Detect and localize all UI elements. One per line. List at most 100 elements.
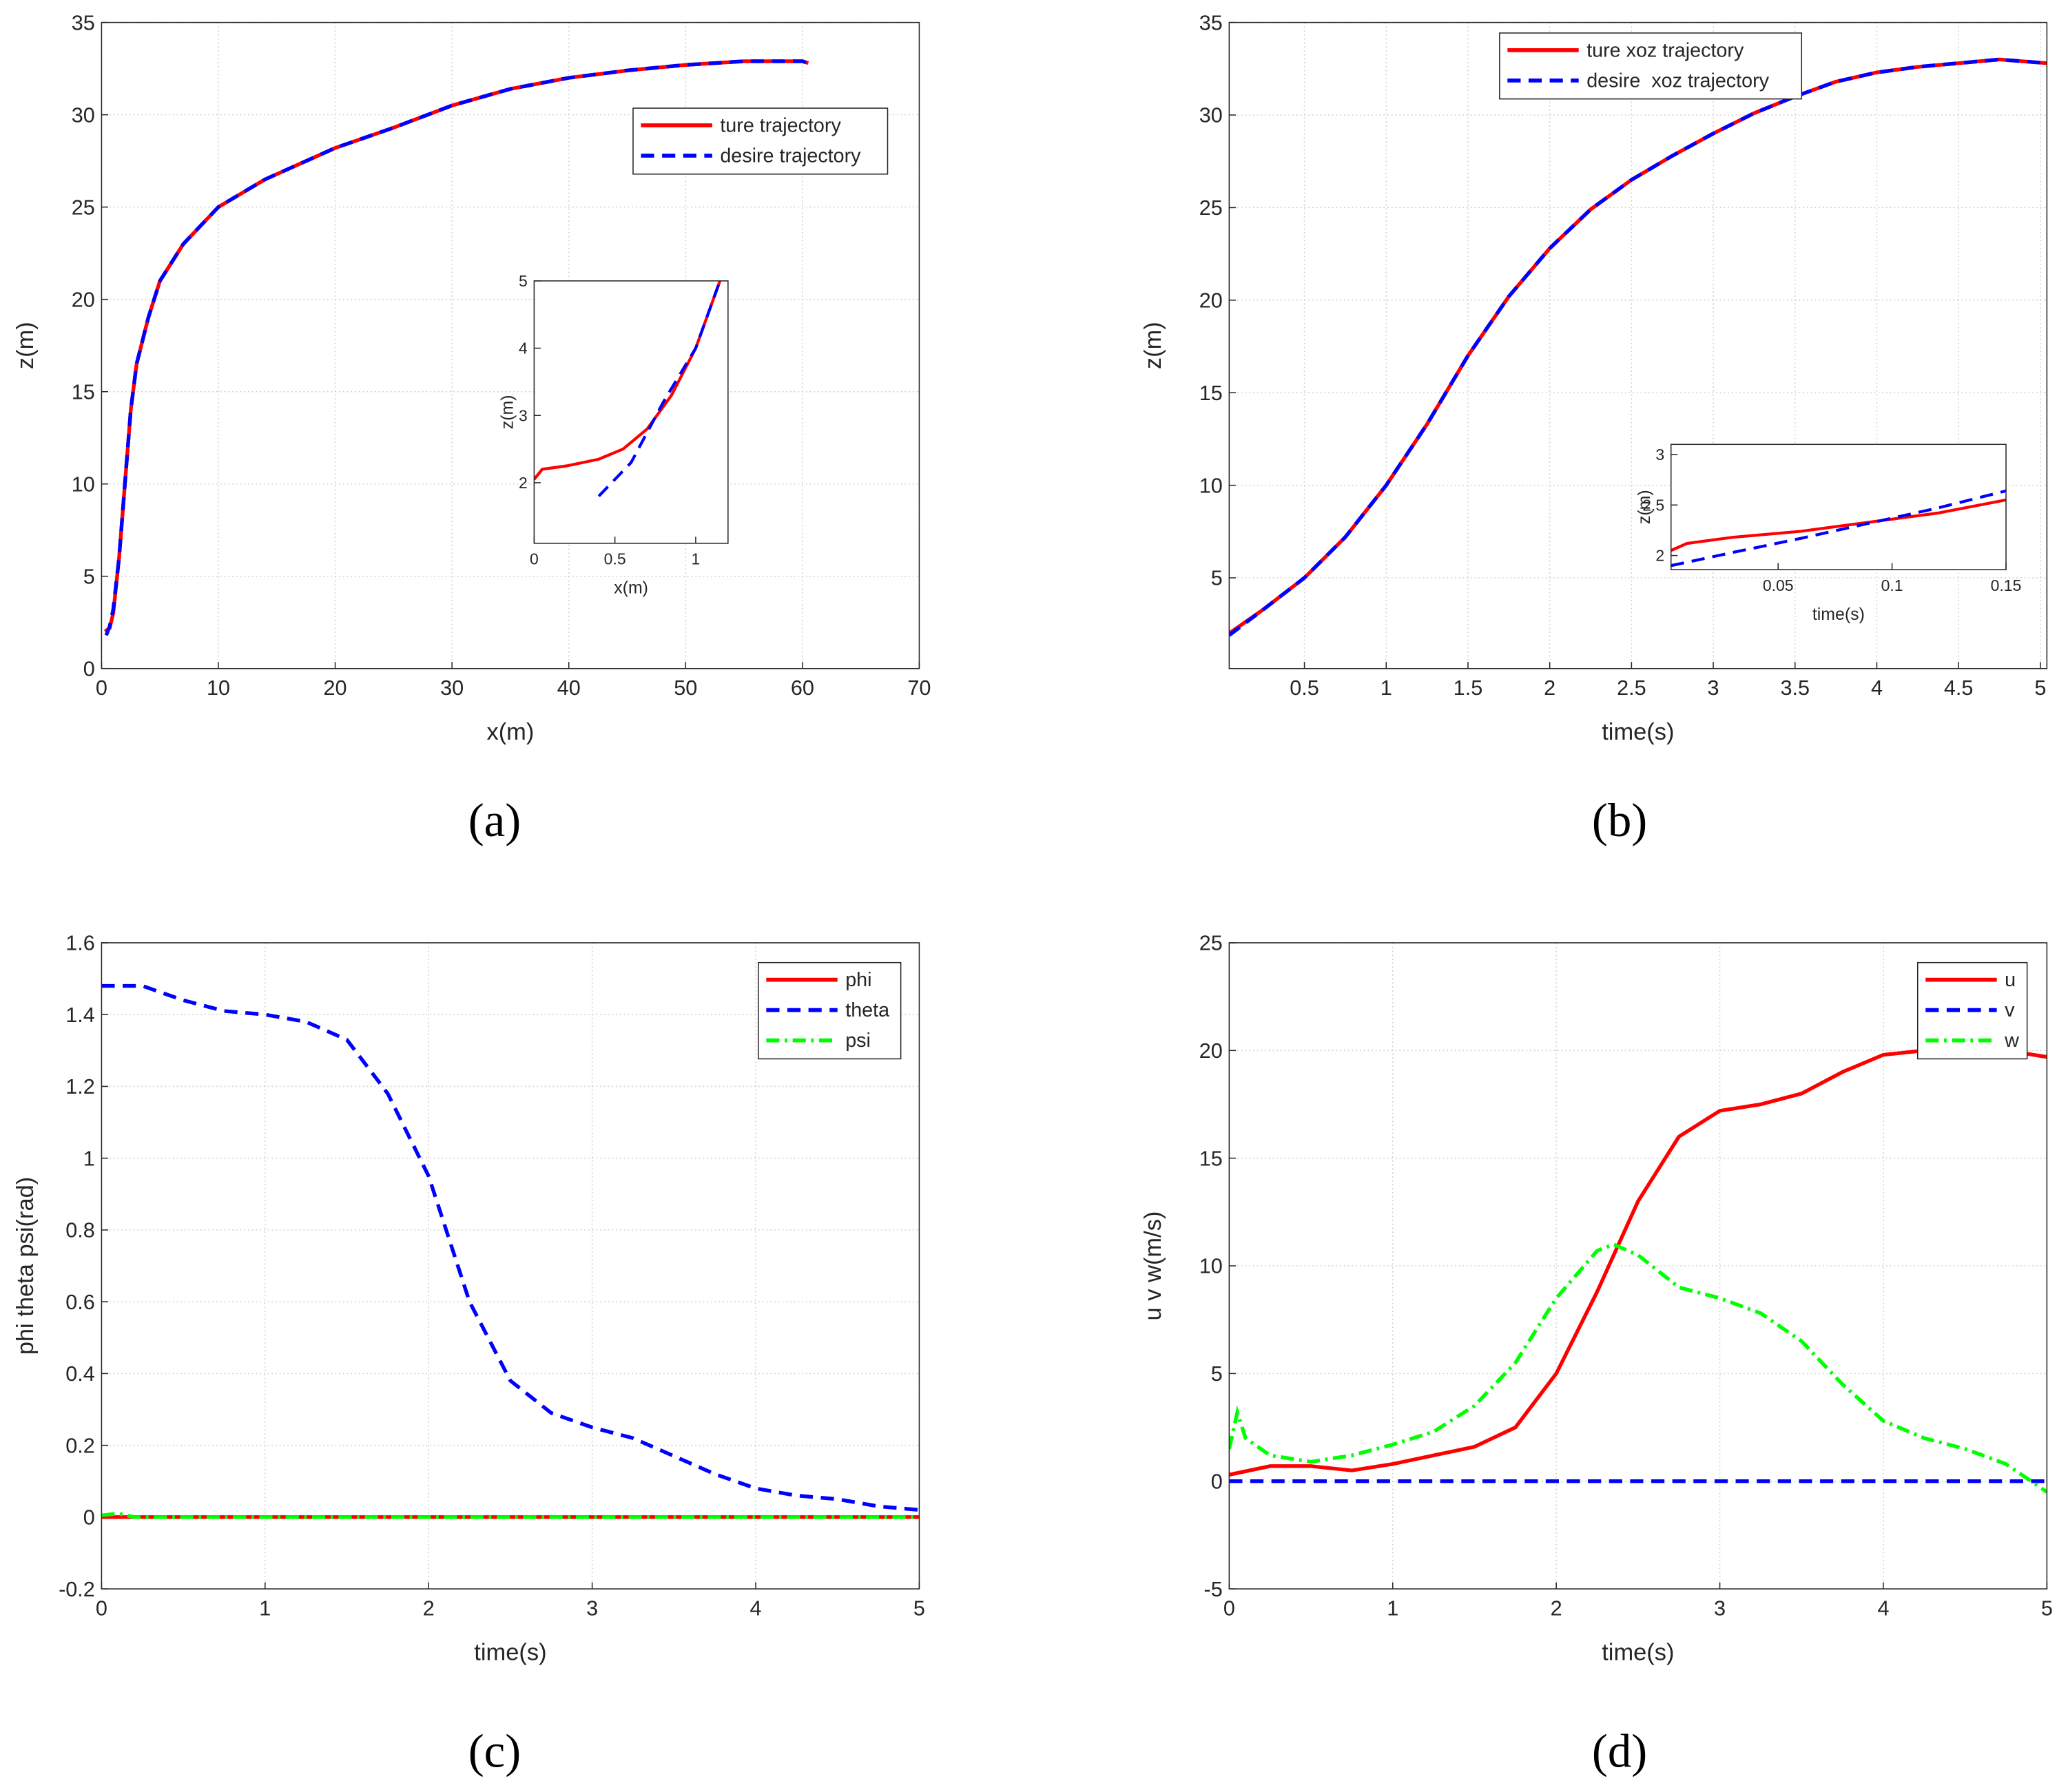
- series-line: [1229, 1048, 2047, 1477]
- x-tick-label: 40: [557, 676, 581, 700]
- x-tick-label: 4: [1871, 676, 1883, 700]
- x-tick-label: 0: [96, 1596, 107, 1620]
- y-tick-label: 0: [1211, 1470, 1223, 1493]
- y-tick-label: 5: [1211, 567, 1223, 590]
- y-tick-label: 20: [1199, 1039, 1223, 1063]
- legend-label: desire trajectory: [720, 145, 861, 167]
- y-tick-label: 1.6: [65, 932, 95, 955]
- y-tick-label: -5: [1204, 1578, 1223, 1601]
- series-line: [1671, 498, 2007, 552]
- axes-frame: [101, 942, 920, 1590]
- x-axis-label: time(s): [1602, 719, 1674, 745]
- y-axis-label: z(m): [12, 322, 39, 369]
- y-tick-label: 20: [1199, 289, 1223, 313]
- x-tick-label: 10: [207, 676, 230, 700]
- legend-label: v: [2005, 999, 2015, 1021]
- series-line: [1229, 1242, 2047, 1494]
- y-tick-label: 10: [1199, 474, 1223, 497]
- y-tick-label: 15: [1199, 1147, 1223, 1170]
- x-tick-label: 4: [750, 1596, 762, 1620]
- x-tick-label: 2: [423, 1596, 435, 1620]
- axes-frame: [101, 21, 920, 669]
- x-tick-label: 0.15: [1991, 576, 2022, 594]
- y-tick-label: 0: [83, 1506, 95, 1530]
- y-tick-label: 30: [72, 103, 95, 127]
- axes-frame: [1228, 21, 2048, 669]
- x-tick-label: 5: [2034, 676, 2046, 700]
- y-tick-label: 1: [83, 1147, 95, 1170]
- y-axis-label: u v w(m/s): [1140, 1211, 1166, 1321]
- legend: ture trajectory desire trajectory: [632, 107, 889, 175]
- y-tick-label: 25: [1199, 196, 1223, 220]
- x-tick-label: 1: [692, 550, 701, 567]
- x-axis-label: time(s): [1812, 605, 1865, 624]
- axes-frame: [533, 280, 729, 544]
- legend: ture xoz trajectory desire xoz trajectory: [1499, 32, 1803, 100]
- x-tick-label: 0.5: [604, 550, 626, 567]
- x-tick-label: 1.5: [1454, 676, 1483, 700]
- panel-caption: (c): [468, 1725, 521, 1778]
- x-tick-label: 0.5: [1290, 676, 1319, 700]
- plot-area: [1229, 22, 2047, 669]
- x-tick-label: 3: [1714, 1596, 1726, 1620]
- y-tick-label: 3: [1655, 446, 1664, 463]
- x-axis-label: x(m): [614, 579, 648, 598]
- x-tick-label: 50: [674, 676, 697, 700]
- x-tick-label: 3.5: [1780, 676, 1810, 700]
- y-tick-label: 15: [1199, 382, 1223, 405]
- x-tick-label: 0.05: [1763, 576, 1794, 594]
- legend-box: [632, 107, 889, 175]
- x-tick-label: 60: [791, 676, 814, 700]
- y-tick-label: 0.4: [65, 1362, 95, 1386]
- y-axis-label: z(m): [498, 395, 517, 429]
- series-line: [1229, 57, 2047, 637]
- y-tick-label: 3: [519, 406, 528, 424]
- panel-caption: (a): [468, 794, 521, 846]
- y-tick-label: 0.8: [65, 1219, 95, 1242]
- y-tick-label: 0.2: [65, 1434, 95, 1457]
- x-tick-label: 5: [2041, 1596, 2053, 1620]
- y-tick-label: 15: [72, 380, 95, 404]
- y-tick-label: 2: [519, 474, 528, 492]
- y-axis-label: z(m): [1635, 490, 1654, 524]
- x-tick-label: 0.1: [1881, 576, 1903, 594]
- x-tick-label: 2: [1544, 676, 1555, 700]
- y-axis-label: phi theta psi(rad): [12, 1177, 39, 1355]
- x-tick-label: 0: [530, 550, 539, 567]
- axes-frame: [1228, 942, 2048, 1590]
- y-tick-label: 20: [72, 288, 95, 311]
- axes: 0.5 1 1.5 2 2.5 3 3.5 4 4.5 5 5 10 15 20 25 30 35 time(s)…: [1140, 11, 2048, 745]
- x-tick-label: 1: [259, 1596, 271, 1620]
- panel-caption: (b): [1592, 794, 1647, 846]
- y-tick-label: 5: [1211, 1362, 1223, 1386]
- inset: 0 0.5 1 2 3 4 5 x(m) z(m): [498, 272, 729, 598]
- x-tick-label: 5: [913, 1596, 925, 1620]
- legend-label: theta: [845, 999, 889, 1021]
- y-tick-label: 1.4: [65, 1003, 95, 1027]
- panel-caption: (d): [1592, 1725, 1647, 1778]
- y-tick-label: 5: [83, 565, 95, 588]
- x-tick-label: 1: [1381, 676, 1392, 700]
- plot-area: [1671, 444, 2007, 570]
- x-tick-label: 3: [586, 1596, 598, 1620]
- legend-label: psi: [845, 1030, 871, 1052]
- legend-label: u: [2005, 969, 2016, 991]
- x-tick-label: 3: [1708, 676, 1719, 700]
- x-axis-label: x(m): [486, 719, 534, 745]
- y-tick-label: 30: [1199, 104, 1223, 127]
- y-tick-label: 25: [72, 196, 95, 219]
- x-tick-label: 0: [96, 676, 107, 700]
- y-tick-label: 0: [83, 657, 95, 680]
- series-line: [1671, 489, 2007, 567]
- y-tick-label: 10: [72, 472, 95, 496]
- axes: 0 1 2 3 4 5-0.200.20.40.60.811.21.41.6time(s)…: [12, 932, 925, 1666]
- x-tick-label: 30: [440, 676, 464, 700]
- y-tick-label: 25: [1199, 932, 1223, 955]
- y-tick-label: 2: [1655, 547, 1664, 565]
- series-line: [597, 280, 722, 497]
- plot-area: [534, 280, 728, 543]
- legend-label: w: [2004, 1030, 2019, 1052]
- y-tick-label: 2.5: [1642, 496, 1664, 514]
